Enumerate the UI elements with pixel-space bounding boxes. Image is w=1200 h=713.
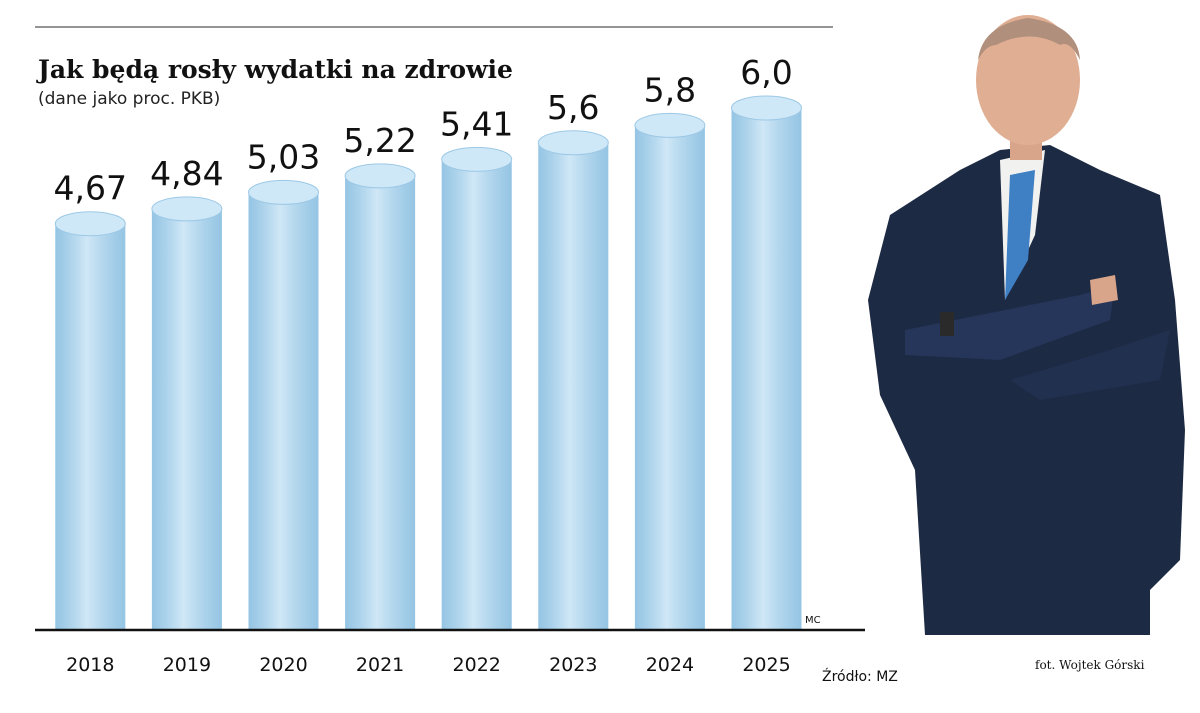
bar-top: [248, 179, 319, 205]
value-label: 5,22: [343, 121, 416, 160]
bars: 4,67 2018 4,84 2019 5,03 2020 5,22 2021 5,41 2022…: [54, 53, 802, 676]
author-mark: MC: [805, 615, 821, 626]
bar-top: [151, 196, 223, 222]
bar-shine: [151, 208, 222, 631]
photo-credit: fot. Wojtek Górski: [1035, 658, 1145, 672]
value-label: 4,84: [150, 154, 223, 193]
bar-top: [441, 146, 513, 172]
bar-top: [634, 112, 706, 138]
bar-shine: [634, 125, 705, 631]
value-label: 5,8: [644, 70, 696, 109]
chart-subtitle: (dane jako proc. PKB): [38, 89, 220, 109]
bar-top: [54, 211, 126, 237]
x-tick-label: 2025: [742, 654, 790, 676]
bar-top: [344, 163, 416, 189]
value-label: 5,6: [547, 88, 599, 127]
x-tick-label: 2019: [163, 654, 211, 676]
bar-shine: [55, 223, 126, 630]
bar-shine: [538, 142, 609, 631]
x-tick-label: 2022: [453, 654, 501, 676]
bar-shine: [345, 175, 416, 631]
value-label: 6,0: [740, 53, 792, 92]
x-tick-label: 2023: [549, 654, 597, 676]
bar-shine: [731, 108, 802, 630]
bar-top: [731, 95, 802, 121]
chart-title: Jak będą rosły wydatki na zdrowie: [36, 55, 513, 84]
value-label: 4,67: [54, 169, 127, 208]
x-tick-label: 2024: [646, 654, 694, 676]
x-tick-label: 2018: [66, 654, 114, 676]
source: Źródło: MZ: [822, 667, 898, 685]
x-tick-label: 2021: [356, 654, 404, 676]
bar-top: [537, 130, 609, 156]
value-label: 5,03: [247, 137, 320, 176]
bar-shine: [441, 159, 512, 630]
photo: [868, 15, 1185, 635]
x-tick-label: 2020: [259, 654, 307, 676]
value-label: 5,41: [440, 104, 513, 143]
bar-shine: [248, 192, 319, 630]
